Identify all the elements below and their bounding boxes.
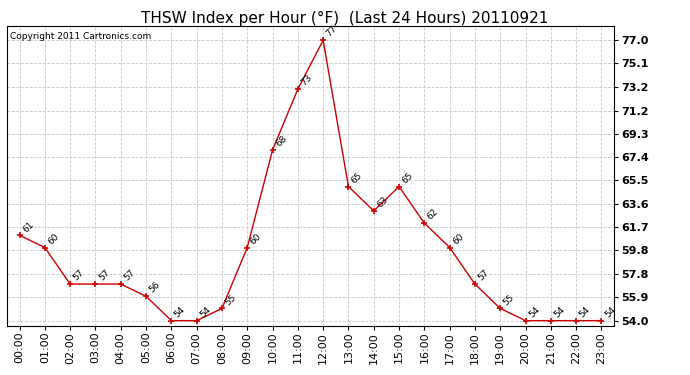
Text: 60: 60 <box>46 232 61 246</box>
Text: 62: 62 <box>426 207 440 222</box>
Text: 57: 57 <box>97 268 111 283</box>
Text: 77: 77 <box>324 24 339 39</box>
Text: 73: 73 <box>299 73 314 88</box>
Text: THSW Index per Hour (°F)  (Last 24 Hours) 20110921: THSW Index per Hour (°F) (Last 24 Hours)… <box>141 11 549 26</box>
Text: 57: 57 <box>72 268 86 283</box>
Text: 57: 57 <box>476 268 491 283</box>
Text: 61: 61 <box>21 219 35 234</box>
Text: 68: 68 <box>274 134 288 148</box>
Text: Copyright 2011 Cartronics.com: Copyright 2011 Cartronics.com <box>10 32 151 41</box>
Text: 54: 54 <box>198 305 213 319</box>
Text: 63: 63 <box>375 195 390 210</box>
Text: 54: 54 <box>552 305 566 319</box>
Text: 65: 65 <box>350 171 364 185</box>
Text: 55: 55 <box>502 292 516 307</box>
Text: 54: 54 <box>603 305 618 319</box>
Text: 60: 60 <box>451 232 466 246</box>
Text: 54: 54 <box>578 305 592 319</box>
Text: 65: 65 <box>400 171 415 185</box>
Text: 54: 54 <box>527 305 542 319</box>
Text: 56: 56 <box>148 280 162 295</box>
Text: 57: 57 <box>122 268 137 283</box>
Text: 55: 55 <box>224 292 238 307</box>
Text: 54: 54 <box>172 305 187 319</box>
Text: 60: 60 <box>248 232 263 246</box>
